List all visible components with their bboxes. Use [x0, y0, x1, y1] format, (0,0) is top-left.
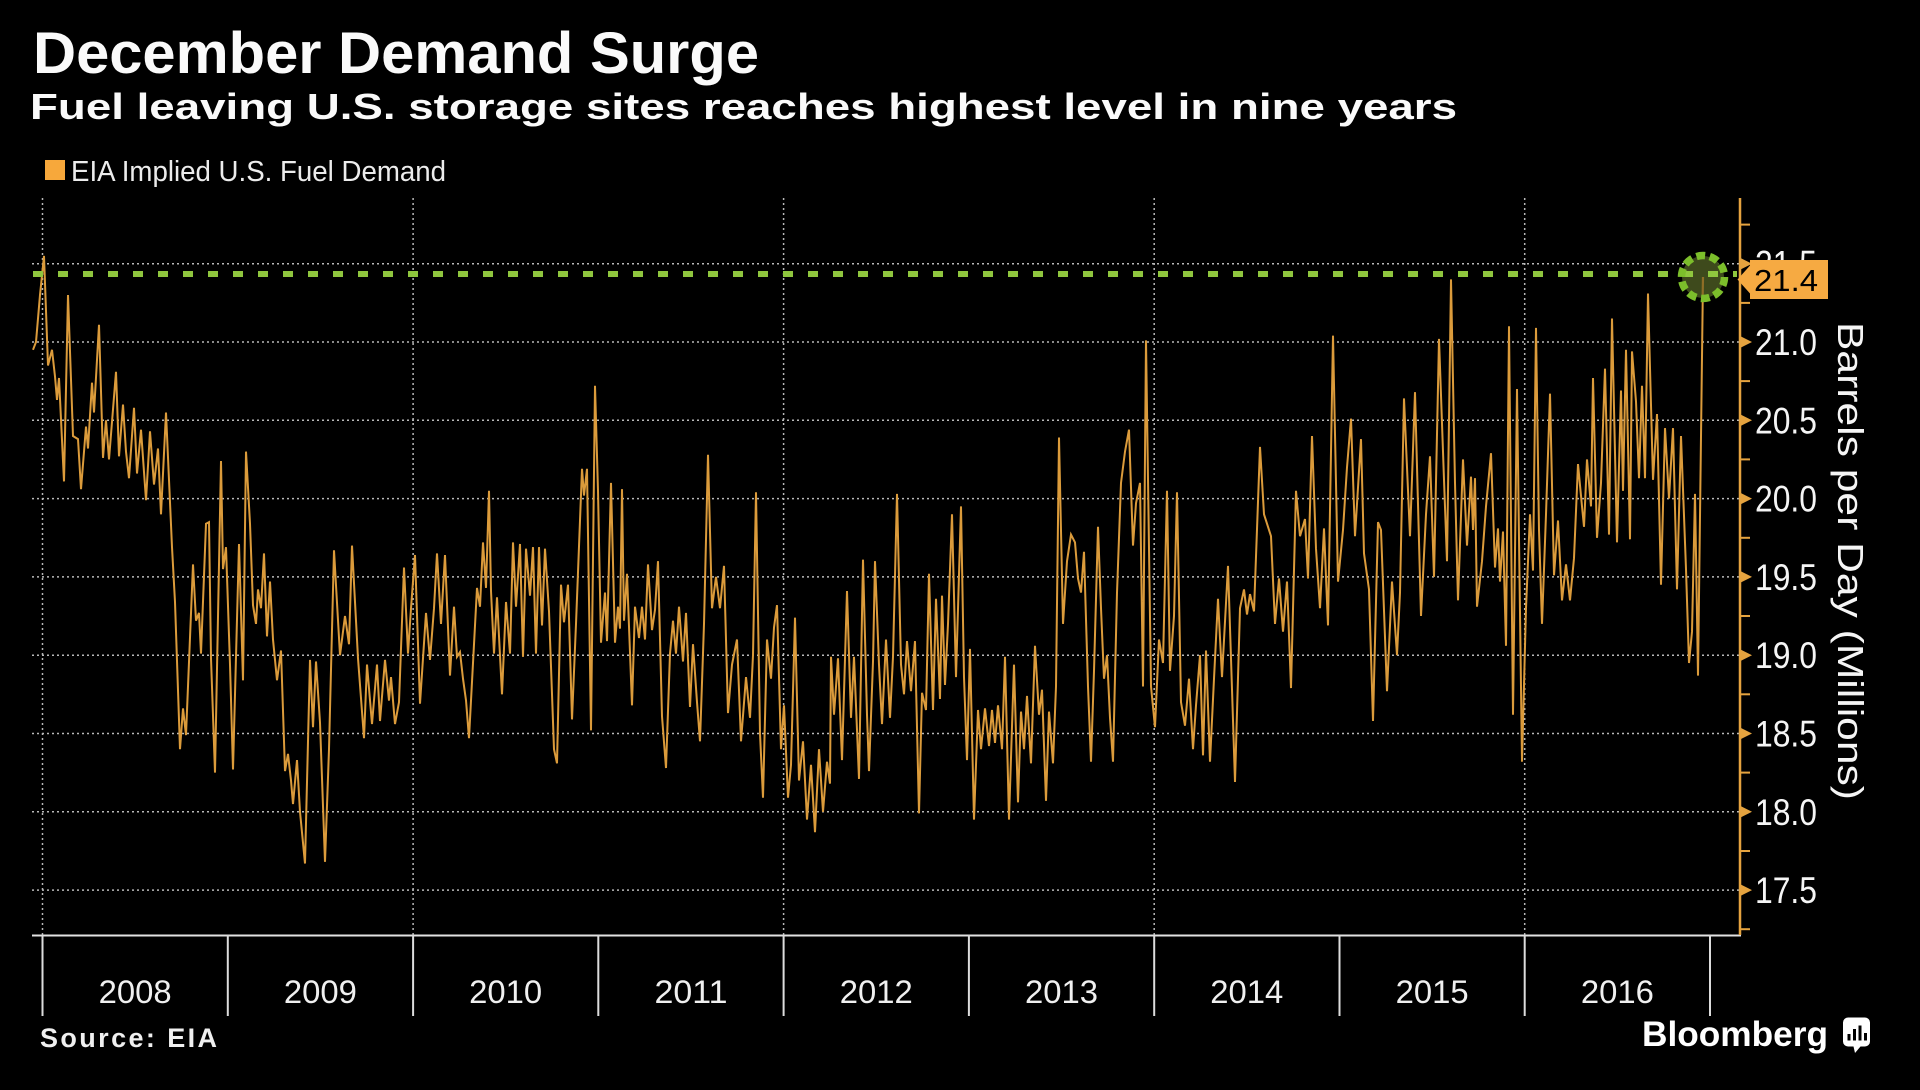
svg-text:21.0: 21.0: [1755, 322, 1817, 363]
svg-text:Barrels per Day (Millions): Barrels per Day (Millions): [1830, 322, 1871, 800]
svg-text:December Demand Surge: December Demand Surge: [33, 21, 759, 86]
svg-text:2010: 2010: [469, 974, 542, 1010]
svg-text:19.5: 19.5: [1755, 557, 1817, 598]
svg-text:21.4: 21.4: [1754, 263, 1818, 298]
svg-text:2008: 2008: [99, 974, 172, 1010]
svg-text:20.0: 20.0: [1755, 479, 1817, 520]
svg-text:2011: 2011: [655, 974, 728, 1010]
svg-text:Source: EIA: Source: EIA: [40, 1023, 217, 1053]
svg-text:19.0: 19.0: [1755, 635, 1817, 676]
svg-text:2009: 2009: [284, 974, 357, 1010]
svg-text:2015: 2015: [1396, 974, 1469, 1010]
svg-text:EIA Implied U.S. Fuel Demand: EIA Implied U.S. Fuel Demand: [71, 156, 446, 188]
svg-text:20.5: 20.5: [1755, 400, 1817, 441]
svg-text:2016: 2016: [1581, 974, 1654, 1010]
svg-text:Fuel leaving U.S. storage site: Fuel leaving U.S. storage sites reaches …: [30, 86, 1457, 127]
svg-text:2012: 2012: [840, 974, 913, 1010]
svg-text:18.0: 18.0: [1755, 792, 1817, 833]
svg-text:Bloomberg: Bloomberg: [1642, 1015, 1828, 1054]
svg-text:2014: 2014: [1210, 974, 1283, 1010]
svg-text:18.5: 18.5: [1755, 714, 1817, 755]
svg-text:17.5: 17.5: [1755, 870, 1817, 911]
svg-text:2013: 2013: [1025, 974, 1098, 1010]
